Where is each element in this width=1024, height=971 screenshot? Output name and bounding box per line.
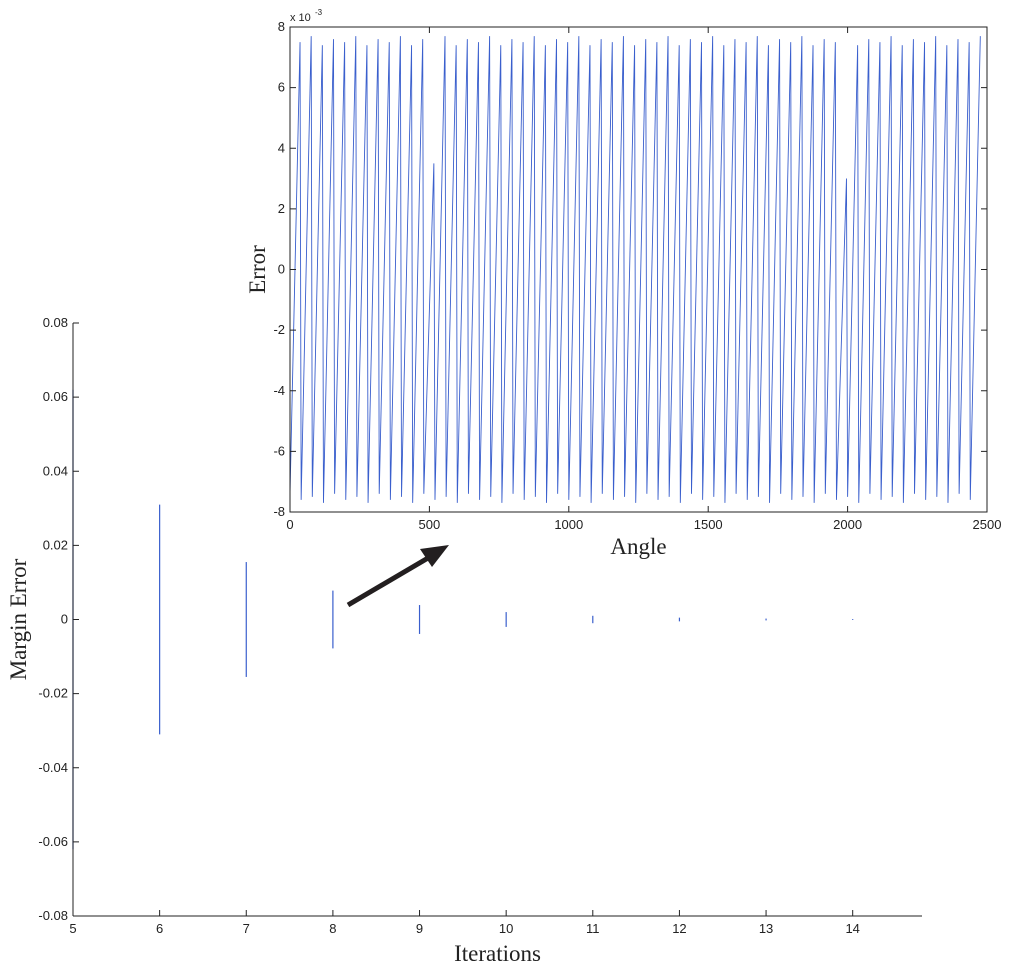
x-tick-label: 500	[419, 517, 441, 532]
y-tick-label: 0	[61, 612, 68, 627]
y-tick-label: 8	[278, 19, 285, 34]
y-tick-label: 2	[278, 201, 285, 216]
y-axis-title: Margin Error	[6, 558, 31, 680]
x-tick-label: 9	[416, 921, 423, 936]
x-tick-label: 5	[69, 921, 76, 936]
y-tick-label: -0.06	[38, 834, 68, 849]
error-line	[289, 36, 981, 503]
x-tick-label: 11	[586, 921, 600, 936]
arrow-head	[420, 545, 449, 567]
x-tick-label: 2000	[833, 517, 862, 532]
y-tick-label: 0.06	[43, 389, 68, 404]
x-axis-title: Iterations	[454, 941, 541, 966]
x-tick-label: 6	[156, 921, 163, 936]
y-tick-label: -8	[273, 504, 285, 519]
y-tick-label: -0.02	[38, 686, 68, 701]
y-tick-label: -0.08	[38, 908, 68, 923]
y-exponent: -3	[315, 8, 323, 17]
y-tick-label: 4	[278, 140, 285, 155]
x-tick-label: 8	[329, 921, 336, 936]
y-tick-label: 0.04	[43, 463, 68, 478]
y-exponent-base: x 10	[290, 12, 311, 24]
x-axis-title: Angle	[610, 534, 666, 559]
y-tick-label: -4	[273, 383, 285, 398]
x-tick-label: 13	[759, 921, 773, 936]
y-tick-label: 0	[278, 262, 285, 277]
x-tick-label: 1500	[694, 517, 723, 532]
y-tick-label: 0.02	[43, 537, 68, 552]
arrow-shaft	[346, 555, 430, 608]
x-tick-label: 7	[243, 921, 250, 936]
y-tick-label: -0.04	[38, 760, 68, 775]
x-tick-label: 2500	[973, 517, 1002, 532]
x-tick-label: 14	[845, 921, 859, 936]
y-axis-title: Error	[245, 245, 270, 294]
x-tick-label: 10	[499, 921, 513, 936]
y-tick-label: 6	[278, 80, 285, 95]
x-tick-label: 1000	[554, 517, 583, 532]
y-tick-label: -2	[273, 322, 285, 337]
x-tick-label: 12	[672, 921, 686, 936]
x-tick-label: 0	[286, 517, 293, 532]
y-tick-label: 0.08	[43, 315, 68, 330]
y-tick-label: -6	[273, 443, 285, 458]
